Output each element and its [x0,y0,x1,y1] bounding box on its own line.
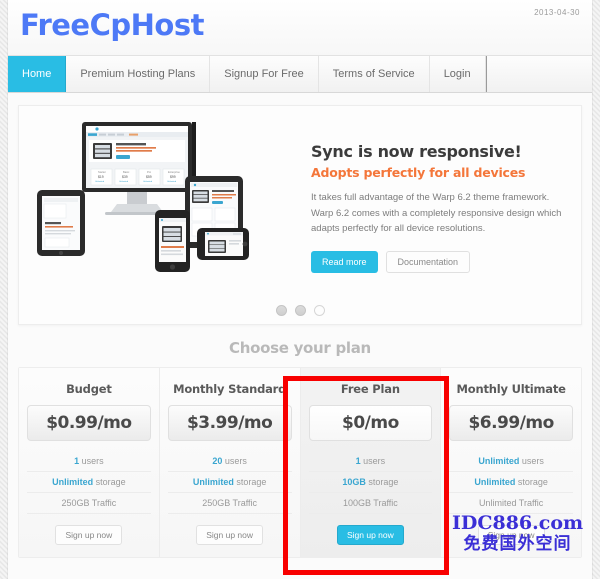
plan-feature-storage: 10GB storage [308,472,433,493]
plan-feature-value: 1 [74,456,80,466]
main-navigation: Home Premium Hosting Plans Signup For Fr… [8,55,592,93]
nav-item-premium-hosting-plans[interactable]: Premium Hosting Plans [66,56,211,92]
hero-subheadline: Adopts perfectly for all devices [311,165,526,180]
plan-feature-storage: Unlimited storage [449,472,573,493]
site-header: FreeCpHost 2013-04-30 [8,0,592,55]
sign-up-now-button[interactable]: Sign up now [477,525,545,545]
plan-feature-value: 20 [212,456,223,466]
plan-feature-traffic: 250GB Traffic [167,493,292,514]
plan-feature-value: Unlimited [52,477,94,487]
plan-feature-label: users [363,456,386,466]
svg-text:Unlimited: Unlimited [143,180,153,183]
plan-feature-value: 10GB [342,477,366,487]
svg-text:$59: $59 [146,175,152,179]
plan-price: $0.99/mo [27,405,151,441]
pricing-card-monthly-standard[interactable]: Monthly Standard $3.99/mo 20 users Unlim… [159,368,301,557]
plans-section-title: Choose your plan [229,339,371,357]
svg-text:Basic: Basic [123,170,130,174]
slider-dot-2[interactable] [294,305,306,316]
nav-item-login[interactable]: Login [430,56,486,92]
responsive-devices-image: Starter Basic Pro Enterprise $19 $39 $59 $99… [25,110,297,286]
documentation-button[interactable]: Documentation [385,251,471,274]
plan-price: $3.99/mo [167,405,292,441]
site-logo[interactable]: FreeCpHost [20,8,204,42]
svg-text:Unlimited: Unlimited [167,180,177,183]
plan-name: Monthly Standard [173,382,287,396]
svg-text:Starter: Starter [98,170,106,174]
svg-text:Unlimited: Unlimited [119,180,129,183]
sign-up-now-button[interactable]: Sign up now [336,525,404,545]
plan-name: Monthly Ultimate [456,382,566,396]
plan-feature-label: users [521,456,544,466]
read-more-button[interactable]: Read more [311,251,378,274]
nav-item-terms-of-service[interactable]: Terms of Service [319,56,430,92]
pricing-card-free-plan[interactable]: Free Plan $0/mo 1 users 10GB storage 100… [300,368,442,557]
hero-text-block: Sync is now responsive! Adopts perfectly… [311,142,565,274]
plan-feature-storage: Unlimited storage [167,472,292,493]
plan-feature-label: storage [95,477,126,487]
plan-feature-value: Unlimited [474,477,516,487]
plan-feature-label: storage [517,477,548,487]
plan-feature-users: 20 users [167,451,292,472]
pricing-card-budget[interactable]: Budget $0.99/mo 1 users Unlimited storag… [19,368,160,557]
current-date: 2013-04-30 [534,8,580,17]
nav-spacer [485,56,592,92]
slider-dot-1[interactable] [275,305,287,316]
plan-name: Budget [66,382,112,396]
svg-text:Pro: Pro [147,170,152,174]
svg-text:Enterprise: Enterprise [168,170,180,174]
svg-text:$99: $99 [170,175,176,179]
plan-feature-label: 250GB Traffic [202,498,258,508]
plan-feature-value: Unlimited [478,456,520,466]
plan-feature-storage: Unlimited storage [27,472,151,493]
sign-up-now-button[interactable]: Sign up now [55,525,123,545]
plan-feature-label: users [224,456,247,466]
hero-headline: Sync is now responsive! [311,142,522,161]
plan-feature-label: 100GB Traffic [342,498,398,508]
svg-text:Unlimited: Unlimited [95,180,105,183]
plan-feature-label: 250GB Traffic [61,498,117,508]
plan-feature-users: Unlimited users [449,451,573,472]
sign-up-now-button[interactable]: Sign up now [196,525,264,545]
plan-price: $0/mo [308,405,433,441]
plan-feature-traffic: Unlimited Traffic [449,493,573,514]
plan-feature-traffic: 250GB Traffic [27,493,151,514]
plan-feature-label: users [81,456,104,466]
hero-body-text: It takes full advantage of the Warp 6.2 … [311,192,562,235]
pricing-table: Budget $0.99/mo 1 users Unlimited storag… [18,367,582,558]
hero-button-row: Read more Documentation [311,251,565,274]
plan-name: Free Plan [340,382,400,396]
slider-dot-3[interactable] [313,305,325,316]
plan-feature-label: Unlimited Traffic [478,498,544,508]
slider-dots [19,305,581,316]
nav-item-home[interactable]: Home [8,56,67,92]
svg-text:$39: $39 [122,175,128,179]
plan-feature-label: storage [236,477,267,487]
site-page: FreeCpHost 2013-04-30 Home Premium Hosti… [8,0,592,579]
svg-text:$19: $19 [98,175,104,179]
plan-feature-label: storage [368,477,399,487]
plan-feature-traffic: 100GB Traffic [308,493,433,514]
nav-item-signup-for-free[interactable]: Signup For Free [210,56,319,92]
plan-feature-value: Unlimited [192,477,234,487]
hero-slider: Starter Basic Pro Enterprise $19 $39 $59 $99… [18,105,582,325]
plan-feature-users: 1 users [308,451,433,472]
plan-feature-value: 1 [355,456,361,466]
plan-price: $6.99/mo [449,405,573,441]
plan-feature-users: 1 users [27,451,151,472]
pricing-card-monthly-ultimate[interactable]: Monthly Ultimate $6.99/mo Unlimited user… [441,368,581,557]
